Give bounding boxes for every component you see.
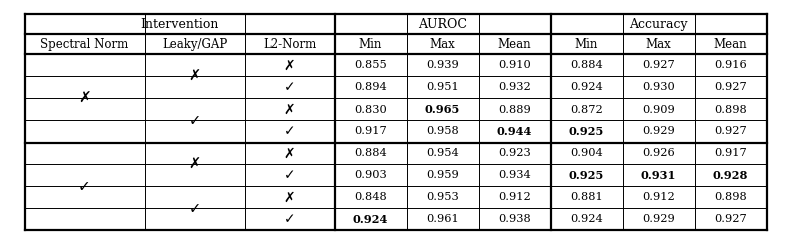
Text: 0.929: 0.929 [642, 126, 675, 136]
Text: L2-Norm: L2-Norm [263, 38, 316, 51]
Text: Mean: Mean [713, 38, 747, 51]
Text: ✗: ✗ [284, 191, 295, 205]
Text: 0.951: 0.951 [426, 83, 459, 93]
Text: ✓: ✓ [188, 201, 201, 216]
Text: 0.927: 0.927 [714, 126, 747, 136]
Text: 0.934: 0.934 [498, 171, 531, 181]
Text: 0.927: 0.927 [714, 215, 747, 224]
Text: Accuracy: Accuracy [629, 18, 688, 31]
Text: 0.929: 0.929 [642, 215, 675, 224]
Text: 0.904: 0.904 [570, 148, 603, 159]
Text: 0.939: 0.939 [426, 61, 459, 71]
Text: ✓: ✓ [188, 113, 201, 128]
Text: ✗: ✗ [188, 157, 201, 172]
Text: 0.926: 0.926 [642, 148, 675, 159]
Text: Leaky/GAP: Leaky/GAP [162, 38, 227, 51]
Text: 0.927: 0.927 [642, 61, 675, 71]
Text: 0.938: 0.938 [498, 215, 531, 224]
Text: ✗: ✗ [284, 102, 295, 117]
Text: 0.894: 0.894 [354, 83, 387, 93]
Text: 0.855: 0.855 [354, 61, 387, 71]
Text: 0.903: 0.903 [354, 171, 387, 181]
Text: 0.944: 0.944 [497, 126, 532, 137]
Text: 0.958: 0.958 [426, 126, 459, 136]
Text: 0.912: 0.912 [642, 193, 675, 203]
Text: AUROC: AUROC [418, 18, 467, 31]
Text: ✓: ✓ [78, 179, 91, 194]
Text: ✓: ✓ [284, 81, 295, 95]
Text: 0.932: 0.932 [498, 83, 531, 93]
Text: 0.924: 0.924 [353, 214, 388, 225]
Text: 0.848: 0.848 [354, 193, 387, 203]
Text: 0.965: 0.965 [425, 104, 460, 115]
Text: 0.925: 0.925 [569, 126, 604, 137]
Text: 0.930: 0.930 [642, 83, 675, 93]
Text: ✗: ✗ [78, 91, 91, 106]
Text: 0.889: 0.889 [498, 105, 531, 114]
Text: ✗: ✗ [284, 147, 295, 160]
Text: 0.830: 0.830 [354, 105, 387, 114]
Text: 0.898: 0.898 [714, 193, 747, 203]
Text: Min: Min [359, 38, 382, 51]
Text: Max: Max [430, 38, 456, 51]
Text: 0.910: 0.910 [498, 61, 531, 71]
Text: 0.953: 0.953 [426, 193, 459, 203]
Text: 0.917: 0.917 [354, 126, 387, 136]
Text: 0.909: 0.909 [642, 105, 675, 114]
Text: 0.898: 0.898 [714, 105, 747, 114]
Text: 0.916: 0.916 [714, 61, 747, 71]
Text: 0.959: 0.959 [426, 171, 459, 181]
Text: ✓: ✓ [284, 212, 295, 226]
Text: 0.931: 0.931 [641, 170, 676, 181]
Text: 0.881: 0.881 [570, 193, 603, 203]
Text: ✓: ✓ [284, 124, 295, 138]
Text: 0.872: 0.872 [570, 105, 603, 114]
Text: ✗: ✗ [188, 69, 201, 84]
Text: 0.927: 0.927 [714, 83, 747, 93]
Text: Spectral Norm: Spectral Norm [40, 38, 129, 51]
Text: 0.954: 0.954 [426, 148, 459, 159]
Text: 0.928: 0.928 [713, 170, 748, 181]
Text: 0.923: 0.923 [498, 148, 531, 159]
Text: Intervention: Intervention [140, 18, 218, 31]
Text: Mean: Mean [498, 38, 532, 51]
Text: 0.917: 0.917 [714, 148, 747, 159]
Text: ✗: ✗ [284, 59, 295, 73]
Text: 0.884: 0.884 [354, 148, 387, 159]
Text: Min: Min [575, 38, 598, 51]
Text: 0.924: 0.924 [570, 215, 603, 224]
Text: ✓: ✓ [284, 169, 295, 183]
Text: 0.912: 0.912 [498, 193, 531, 203]
Text: 0.884: 0.884 [570, 61, 603, 71]
Text: Max: Max [645, 38, 672, 51]
Text: 0.961: 0.961 [426, 215, 459, 224]
Text: 0.924: 0.924 [570, 83, 603, 93]
Text: 0.925: 0.925 [569, 170, 604, 181]
